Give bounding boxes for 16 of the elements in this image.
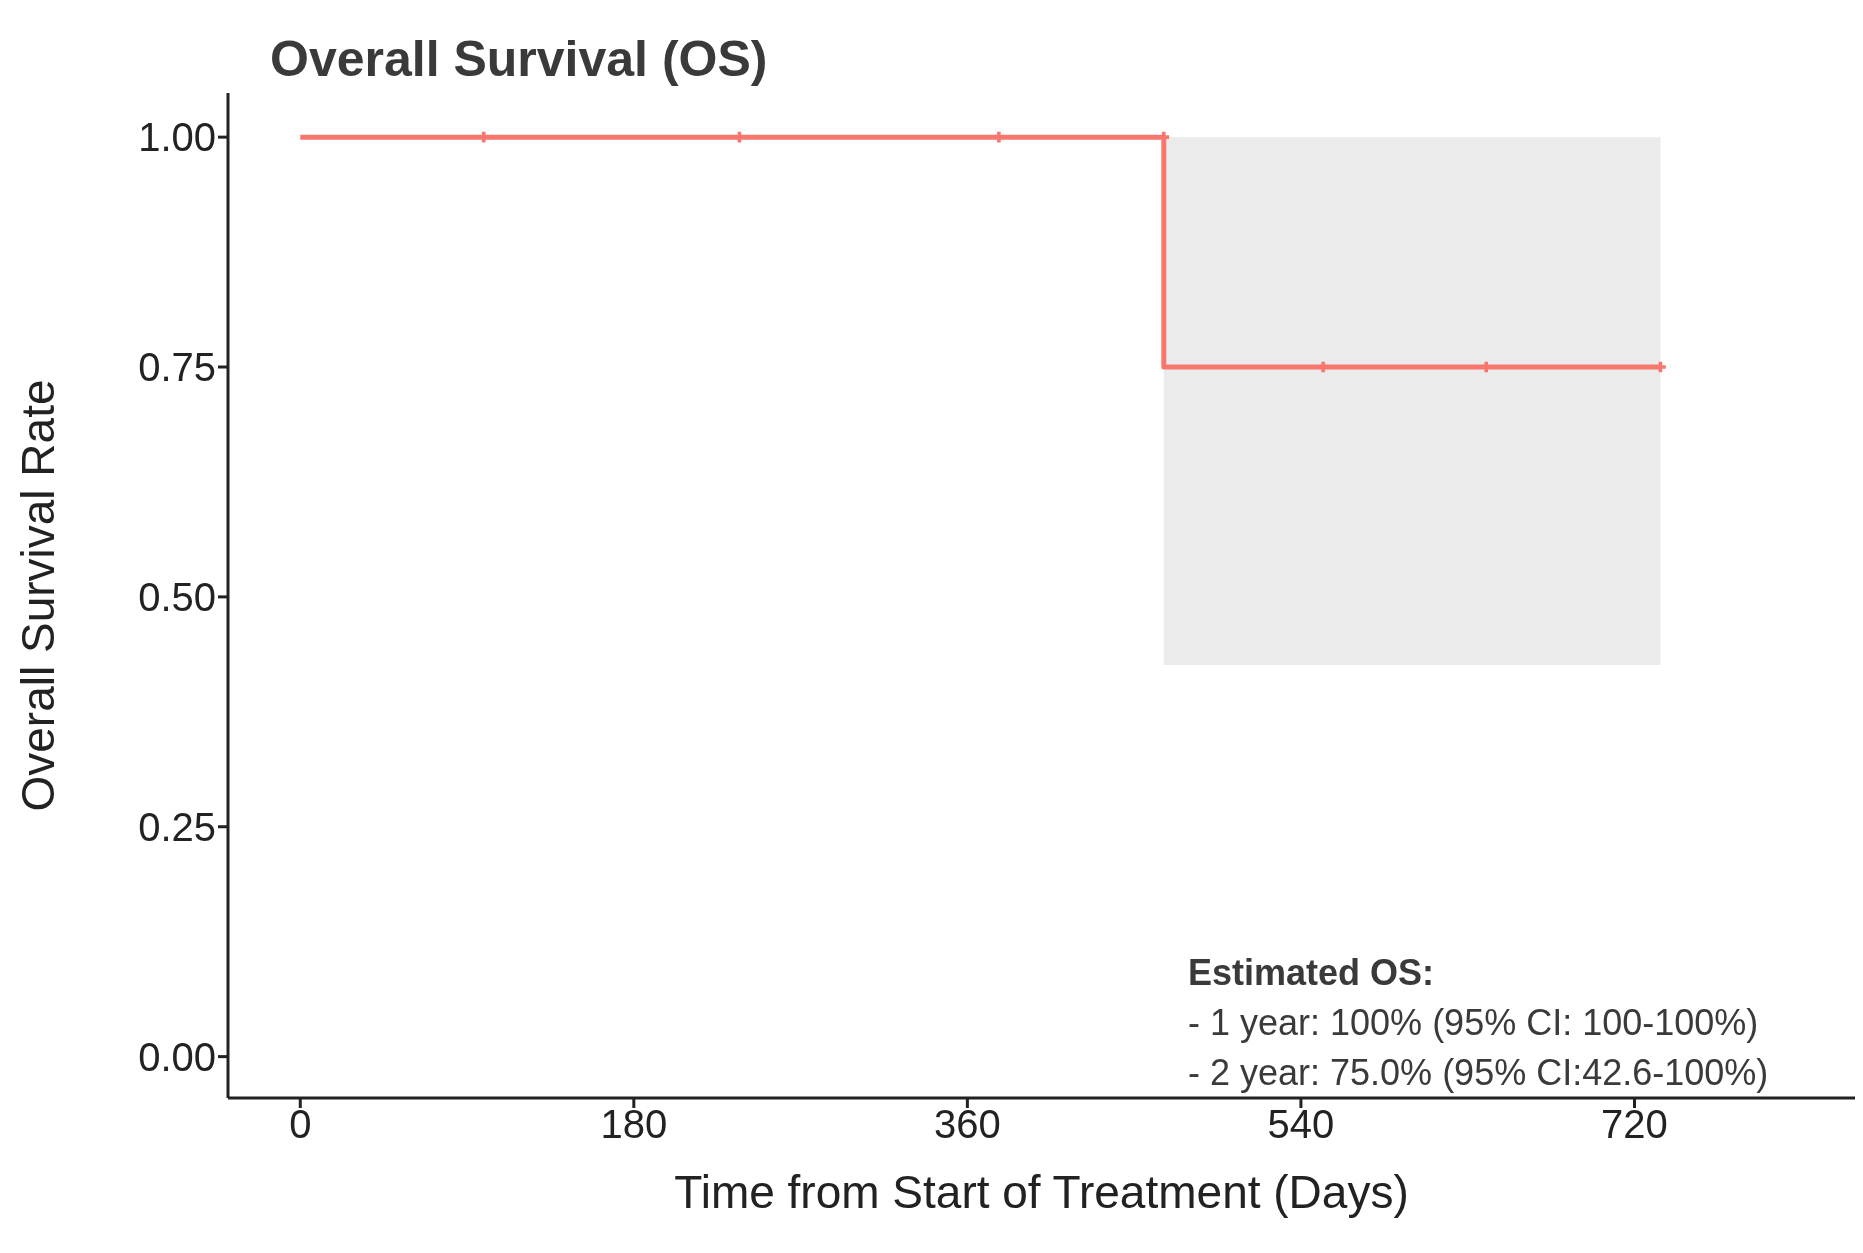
annotation: Estimated OS: [1188, 951, 1436, 995]
y-tick-label: 0.50 [138, 575, 216, 620]
x-tick-label: 360 [934, 1102, 1001, 1147]
x-axis-title: Time from Start of Treatment (Days) [674, 1166, 1409, 1218]
y-tick-label: 0.75 [138, 345, 216, 390]
x-tick-label: 720 [1601, 1102, 1668, 1147]
y-axis-title: Overall Survival Rate [12, 379, 65, 812]
chart-title: Overall Survival (OS) [270, 30, 768, 88]
annotation: - 2 year: 75.0% (95% CI:42.6-100%) [1188, 1051, 1769, 1095]
x-tick-label: 180 [600, 1102, 668, 1147]
x-tick-label: 540 [1267, 1102, 1335, 1147]
annotation: - 1 year: 100% (95% CI: 100-100%) [1188, 1001, 1760, 1045]
y-tick-label: 0.25 [138, 804, 216, 849]
y-tick-label: 0.00 [138, 1034, 216, 1079]
x-tick-label: 0 [289, 1102, 312, 1147]
y-tick-label: 1.00 [138, 115, 216, 160]
